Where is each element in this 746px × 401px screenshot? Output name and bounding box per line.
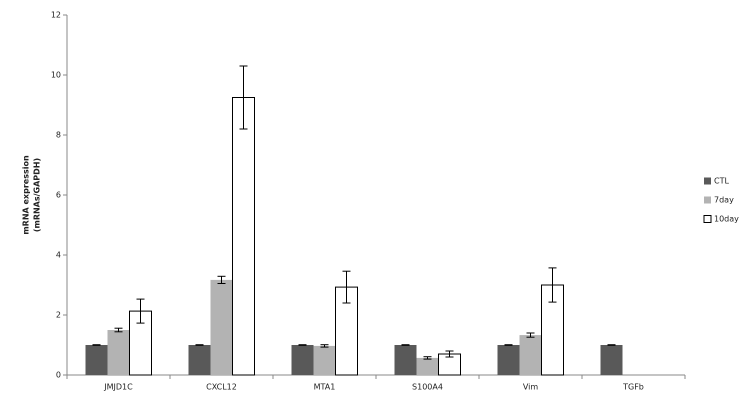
error-bar [423,356,432,360]
error-bar [217,275,226,284]
y-tick-label: 2 [56,311,61,320]
y-tick-label: 4 [56,251,61,260]
bar [107,330,130,375]
y-tick-label: 0 [56,371,61,380]
legend-label: 10day [714,215,739,224]
error-bar [526,332,535,338]
error-bar [92,344,101,346]
error-bar [114,327,123,333]
y-tick-label: 8 [56,131,61,140]
error-bar [195,344,204,346]
y-axis-label: (mRNAs/GAPDH) [33,158,42,232]
bar [497,345,520,375]
y-axis-label: mRNA expression [22,155,31,235]
x-tick-label: JMJD1C [103,383,133,392]
error-bar [504,344,513,346]
error-bar [136,298,145,324]
bar [600,345,623,375]
error-bar [298,344,307,346]
y-tick-label: 12 [51,11,61,20]
y-tick-label: 10 [51,71,61,80]
bar [519,335,542,375]
legend-label: CTL [714,177,729,186]
bar [210,279,233,375]
x-tick-label: CXCL12 [206,383,237,392]
y-tick-label: 6 [56,191,61,200]
x-tick-label: Vim [523,383,539,392]
legend-swatch [703,215,712,223]
legend-label: 7day [714,196,734,205]
bar [232,97,255,376]
x-tick-label: MTA1 [314,383,336,392]
error-bar [445,350,454,358]
legend-swatch [704,196,711,204]
error-bar [239,65,248,130]
bar [416,357,439,375]
bar [188,345,211,375]
x-tick-label: TGFb [622,383,644,392]
error-bar [548,267,557,303]
x-tick-label: S100A4 [412,383,443,392]
bar [291,345,314,375]
error-bar [401,344,410,346]
bar [394,345,417,375]
bar [85,345,108,375]
legend-swatch [704,177,711,185]
bar [313,345,336,375]
error-bar [342,270,351,304]
error-bar [320,344,329,348]
error-bar [607,344,616,346]
